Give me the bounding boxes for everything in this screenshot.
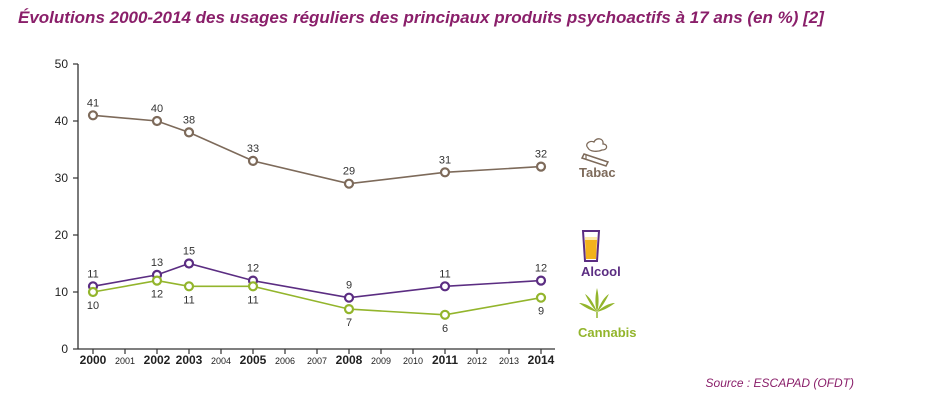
x-tick-label: 2012 [467,356,487,366]
data-point-tabac [535,161,547,172]
y-tick-label: 10 [55,285,69,299]
x-tick-label: 2000 [80,353,107,367]
data-point-cannabis [151,275,163,286]
y-tick-label: 0 [61,342,68,356]
data-point-cannabis [87,286,99,298]
data-label-alcool: 15 [183,246,195,258]
data-label-cannabis: 12 [151,289,163,301]
data-label-alcool: 11 [439,268,450,280]
source-note: Source : ESCAPAD (OFDT) [705,376,854,390]
data-point-cannabis [183,281,195,292]
data-point-tabac [247,155,259,166]
y-tick-label: 20 [55,228,69,242]
data-point-tabac [87,110,99,121]
data-label-cannabis: 11 [183,294,194,306]
legend: Tabac Alcool Cannabis [578,138,637,340]
chart-title: Évolutions 2000-2014 des usages régulier… [18,8,824,27]
x-tick-label: 2006 [275,356,295,366]
data-label-tabac: 40 [151,103,163,115]
data-label-cannabis: 9 [538,306,544,318]
data-point-tabac [151,115,163,127]
x-tick-label: 2007 [307,356,327,366]
data-label-alcool: 13 [151,257,163,269]
cigarette-icon [580,138,610,167]
y-tick-label: 30 [55,171,69,185]
data-point-tabac [183,127,195,138]
data-point-alcool [343,292,355,303]
x-tick-label: 2003 [176,353,203,367]
y-tick-label: 40 [55,114,69,128]
cannabis-leaf-icon [579,288,615,318]
data-label-cannabis: 7 [346,317,352,329]
x-tick-label: 2002 [144,353,171,367]
data-point-alcool [439,281,451,292]
data-label-cannabis: 6 [442,323,448,335]
y-tick-label: 50 [55,57,69,71]
legend-label-cannabis: Cannabis [578,325,637,340]
x-tick-label: 2004 [211,356,231,366]
x-tick-label: 2010 [403,356,423,366]
data-label-alcool: 9 [346,280,352,292]
legend-label-tabac: Tabac [579,165,616,180]
data-label-tabac: 33 [247,143,259,155]
x-tick-label: 2011 [432,353,458,367]
axes: 0 10 20 30 40 50 2000 2001 2002 2003 2004 2005 2006 2… [55,57,555,367]
data-label-tabac: 32 [535,149,547,161]
data-label-alcool: 12 [535,263,547,275]
series-lines: 41 40 38 33 29 31 32 11 13 15 12 9 11 12 10 12 11 11 7 6 9 [87,97,547,334]
legend-label-alcool: Alcool [581,264,621,279]
series-line-tabac [92,114,542,185]
data-label-tabac: 31 [439,154,451,166]
x-tick-label: 2013 [499,356,519,366]
data-label-cannabis: 11 [247,294,258,306]
data-label-tabac: 41 [87,97,99,109]
data-point-cannabis [535,292,547,303]
data-point-tabac [343,178,355,189]
data-point-cannabis [343,304,355,315]
data-point-tabac [439,167,451,178]
x-tick-label: 2001 [115,356,135,366]
x-tick-label: 2009 [371,356,391,366]
beer-glass-icon [581,230,601,262]
data-label-cannabis: 10 [87,300,99,312]
data-label-tabac: 29 [343,166,355,178]
data-point-cannabis [247,281,259,292]
data-point-alcool [183,258,195,269]
data-label-alcool: 12 [247,263,259,275]
x-tick-label: 2014 [528,353,555,367]
data-label-tabac: 38 [183,114,195,126]
data-label-alcool: 11 [87,268,98,280]
x-tick-label: 2005 [240,353,267,367]
data-point-alcool [535,275,547,286]
x-tick-label: 2008 [336,353,363,367]
data-point-cannabis [439,309,451,320]
